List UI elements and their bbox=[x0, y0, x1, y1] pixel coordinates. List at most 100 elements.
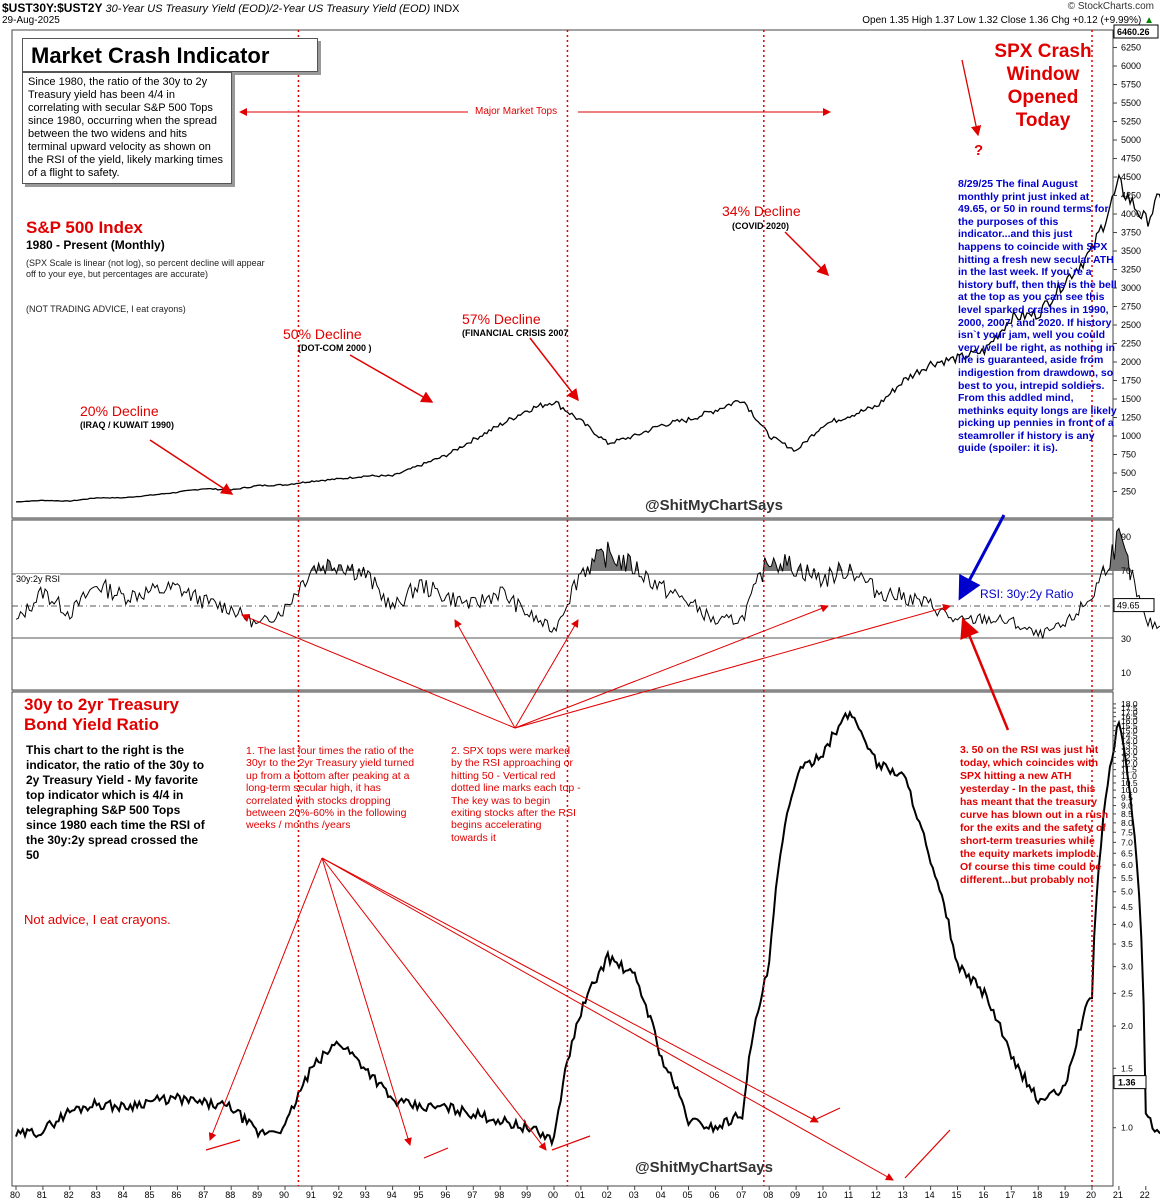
spx-y-tick-label: 3500 bbox=[1121, 246, 1141, 256]
ratio-y-tick-label: 13.0 bbox=[1121, 747, 1138, 757]
spx-y-tick-label: 1750 bbox=[1121, 376, 1141, 386]
title-box: Market Crash Indicator bbox=[22, 38, 318, 72]
spx-last-value: 6460.26 bbox=[1117, 27, 1150, 37]
decline-2020-sub: (COVID 2020) bbox=[732, 221, 790, 231]
decline-2020-title: 34% Decline bbox=[722, 203, 801, 219]
ratio-y-tick-label: 16.5 bbox=[1121, 712, 1138, 722]
ratio-y-tick-label: 9.5 bbox=[1121, 793, 1133, 803]
ratio-y-tick-label: 6.5 bbox=[1121, 848, 1133, 858]
x-tick-label: 22 bbox=[1140, 1190, 1150, 1200]
ratio-y-tick-label: 11.5 bbox=[1121, 765, 1137, 775]
spx-y-tick-label: 5500 bbox=[1121, 98, 1141, 108]
x-tick-label: 18 bbox=[1032, 1190, 1042, 1200]
ratio-last-value: 1.36 bbox=[1118, 1078, 1136, 1088]
turn-up-marker bbox=[809, 1107, 841, 1123]
note-1: 1. The last four times the ratio of the … bbox=[246, 745, 415, 832]
decline-2020-arrow bbox=[784, 231, 830, 277]
decline-2000-sub: (DOT-COM 2000 ) bbox=[298, 343, 372, 353]
ratio-y-tick-label: 3.5 bbox=[1121, 939, 1133, 949]
x-tick-label: 81 bbox=[37, 1190, 47, 1200]
x-tick-label: 01 bbox=[575, 1190, 585, 1200]
ohlc-values: Open 1.35 High 1.37 Low 1.32 Close 1.36 … bbox=[862, 15, 1142, 26]
ratio-y-tick-label: 1.5 bbox=[1121, 1063, 1133, 1073]
exchange: INDX bbox=[433, 3, 460, 15]
x-tick-label: 90 bbox=[279, 1190, 289, 1200]
x-tick-label: 08 bbox=[763, 1190, 773, 1200]
spx-y-tick-label: 4750 bbox=[1121, 154, 1141, 164]
spx-y-tick-label: 6000 bbox=[1121, 61, 1141, 71]
spx-y-tick-label: 4500 bbox=[1121, 172, 1141, 182]
spx-y-tick-label: 3250 bbox=[1121, 265, 1141, 275]
decline-2007-sub: (FINANCIAL CRISIS 2007 bbox=[462, 328, 569, 338]
x-tick-label: 17 bbox=[1005, 1190, 1015, 1200]
decline-1990-title: 20% Decline bbox=[80, 403, 159, 419]
ratio-y-tick-label: 8.5 bbox=[1121, 809, 1133, 819]
note2-arrow bbox=[514, 604, 829, 729]
ratio-y-tick-label: 5.0 bbox=[1121, 887, 1133, 897]
ratio-y-tick-label: 11.0 bbox=[1121, 771, 1137, 781]
turn-up-marker bbox=[904, 1129, 951, 1179]
spx-y-tick-label: 4000 bbox=[1121, 209, 1141, 219]
source-credit: © StockCharts.com bbox=[1067, 1, 1154, 12]
note1-arrow bbox=[321, 857, 412, 1146]
symbol: $UST30Y:$UST2Y bbox=[2, 1, 103, 15]
watermark-top: @ShitMyChartSays bbox=[645, 497, 783, 514]
decline-2000-arrow bbox=[349, 354, 434, 403]
ratio-y-tick-label: 14.0 bbox=[1121, 736, 1138, 746]
x-tick-label: 92 bbox=[333, 1190, 343, 1200]
x-tick-label: 12 bbox=[871, 1190, 881, 1200]
spx-y-tick-label: 250 bbox=[1121, 487, 1136, 497]
decline-2007-arrow bbox=[529, 337, 579, 402]
spx-y-tick-label: 1250 bbox=[1121, 413, 1141, 423]
rsi-line bbox=[15, 527, 1160, 639]
decline-2007-title: 57% Decline bbox=[462, 311, 541, 327]
rsi-y-tick-label: 10 bbox=[1121, 668, 1131, 678]
ratio-y-tick-label: 16.0 bbox=[1121, 716, 1138, 726]
ratio-description: This chart to the right is the indicator… bbox=[26, 743, 205, 862]
description-box: Since 1980, the ratio of the 30y to 2y T… bbox=[22, 72, 232, 184]
x-tick-label: 94 bbox=[387, 1190, 397, 1200]
x-tick-label: 15 bbox=[952, 1190, 962, 1200]
rsi-last-value-box bbox=[1113, 598, 1155, 613]
ratio-y-tick-label: 2.0 bbox=[1121, 1021, 1133, 1031]
x-tick-label: 16 bbox=[978, 1190, 988, 1200]
note-2: 2. SPX tops were marked by the RSI appro… bbox=[451, 745, 581, 844]
ratio-y-tick-label: 5.5 bbox=[1121, 873, 1133, 883]
ohlc-readout: Open 1.35 High 1.37 Low 1.32 Close 1.36 … bbox=[862, 15, 1154, 26]
note2-arrow bbox=[514, 604, 951, 729]
major-tops-label: Major Market Tops bbox=[472, 106, 561, 117]
x-tick-label: 93 bbox=[360, 1190, 370, 1200]
x-tick-label: 95 bbox=[414, 1190, 424, 1200]
x-tick-label: 84 bbox=[118, 1190, 128, 1200]
spx-y-tick-label: 2500 bbox=[1121, 320, 1141, 330]
spx-y-tick-label: 5000 bbox=[1121, 135, 1141, 145]
ratio-y-tick-label: 4.5 bbox=[1121, 902, 1133, 912]
decline-1990-sub: (IRAQ / KUWAIT 1990) bbox=[80, 420, 175, 430]
crash-window-arrow bbox=[961, 59, 982, 137]
x-tick-label: 96 bbox=[440, 1190, 450, 1200]
ratio-y-tick-label: 15.5 bbox=[1121, 721, 1138, 731]
chart-date: 29-Aug-2025 bbox=[2, 15, 60, 26]
spx-y-tick-label: 2250 bbox=[1121, 339, 1141, 349]
ratio-y-tick-label: 2.5 bbox=[1121, 988, 1133, 998]
spx-y-tick-label: 5250 bbox=[1121, 117, 1141, 127]
spx-scale-note: (SPX Scale is linear (not log), so perce… bbox=[26, 258, 265, 279]
symbol-description: 30-Year US Treasury Yield (EOD)/2-Year U… bbox=[105, 3, 431, 15]
x-tick-label: 82 bbox=[64, 1190, 74, 1200]
x-tick-label: 09 bbox=[790, 1190, 800, 1200]
note-3: 3. 50 on the RSI was just hit today, whi… bbox=[960, 744, 1109, 886]
spx-disclaimer: (NOT TRADING ADVICE, I eat crayons) bbox=[26, 304, 186, 314]
x-tick-label: 04 bbox=[656, 1190, 666, 1200]
note1-arrow bbox=[321, 857, 547, 1151]
x-tick-label: 03 bbox=[629, 1190, 639, 1200]
ratio-y-tick-label: 13.5 bbox=[1121, 741, 1138, 751]
spx-title: S&P 500 Index bbox=[26, 218, 143, 237]
note3-arrow bbox=[960, 617, 1010, 731]
x-tick-label: 87 bbox=[198, 1190, 208, 1200]
rsi-y-tick-label: 90 bbox=[1121, 532, 1131, 542]
chart-header: $UST30Y:$UST2Y 30-Year US Treasury Yield… bbox=[2, 1, 460, 15]
decline-2000-title: 50% Decline bbox=[283, 326, 362, 342]
spx-y-tick-label: 500 bbox=[1121, 468, 1136, 478]
note2-arrow bbox=[241, 613, 516, 729]
